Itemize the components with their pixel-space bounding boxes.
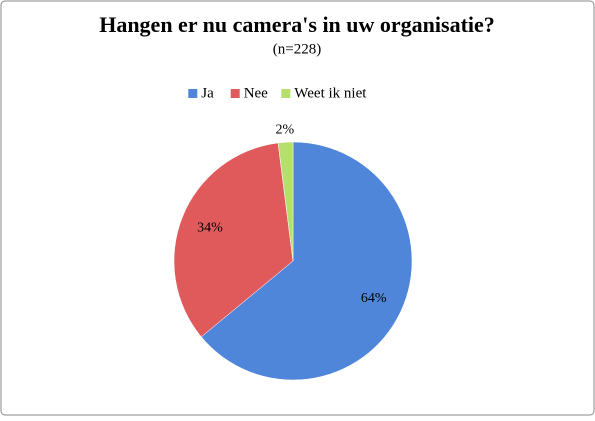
legend-label: Weet ik niet: [294, 85, 367, 101]
chart-subtitle: (n=228): [273, 41, 321, 57]
chart-title: Hangen er nu camera's in uw organisatie?: [99, 12, 495, 37]
data-label: 2%: [275, 122, 294, 137]
data-label: 34%: [197, 220, 223, 235]
legend-label: Nee: [244, 85, 268, 101]
pie-slice: [277, 141, 294, 262]
legend-swatch: [188, 89, 198, 98]
data-label: 64%: [361, 291, 387, 306]
legend-label: Ja: [201, 85, 214, 101]
pie-slice: [173, 142, 294, 338]
pie-slice: [200, 141, 413, 381]
legend-swatch: [230, 89, 240, 98]
legend-swatch: [281, 89, 291, 98]
